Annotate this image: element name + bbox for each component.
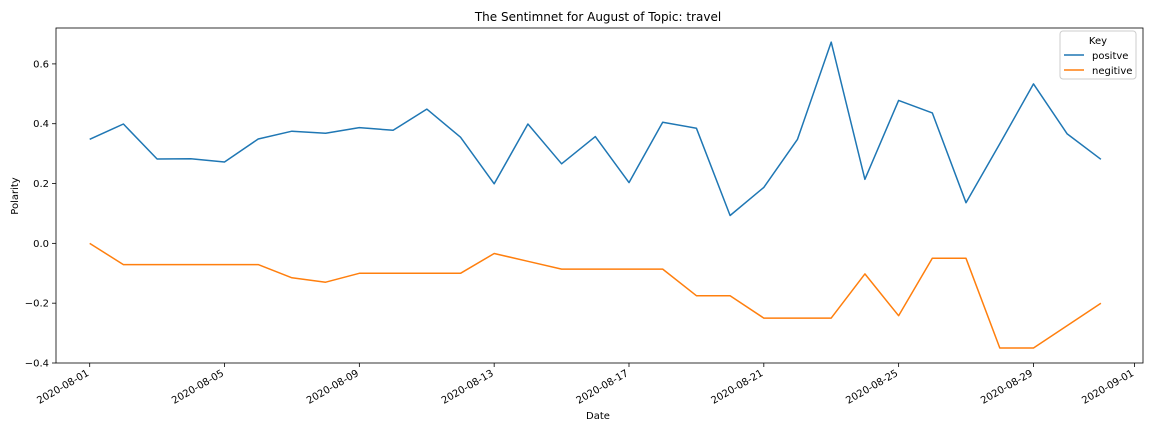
series-line-negitive <box>89 242 1102 349</box>
x-tick-label: 2020-08-09 <box>305 368 361 407</box>
y-axis-label: Polarity <box>10 177 21 215</box>
x-tick-label: 2020-08-01 <box>35 368 91 407</box>
y-tick-label: −0.2 <box>25 299 49 310</box>
x-axis-label: Date <box>586 411 610 422</box>
y-tick-label: −0.4 <box>25 359 49 370</box>
x-tick-label: 2020-08-13 <box>440 368 496 407</box>
legend-label-positve: positve <box>1092 51 1128 62</box>
series-line-positve <box>89 41 1102 217</box>
x-tick-label: 2020-08-05 <box>170 368 226 407</box>
x-tick-label: 2020-08-29 <box>979 368 1035 407</box>
x-tick-label: 2020-09-01 <box>1080 368 1136 407</box>
y-tick-label: 0.0 <box>33 239 49 250</box>
y-tick-label: 0.2 <box>33 179 49 190</box>
legend: Key positve negitive <box>1059 30 1137 80</box>
plot-frame <box>55 27 1144 364</box>
x-tick-label: 2020-08-17 <box>575 368 631 407</box>
x-tick-label: 2020-08-21 <box>709 368 765 407</box>
x-tick-label: 2020-08-25 <box>844 368 900 407</box>
y-tick-label: 0.4 <box>33 119 49 130</box>
legend-label-negitive: negitive <box>1092 66 1132 77</box>
legend-box <box>1059 30 1137 80</box>
chart-title: The Sentimnet for August of Topic: trave… <box>474 10 721 24</box>
plot-area: −0.4 −0.2 0.0 0.2 0.4 0.6 2020-08-01 2020-08-05… <box>25 27 1144 407</box>
y-tick-label: 0.6 <box>33 59 49 70</box>
legend-title: Key <box>1089 36 1107 47</box>
